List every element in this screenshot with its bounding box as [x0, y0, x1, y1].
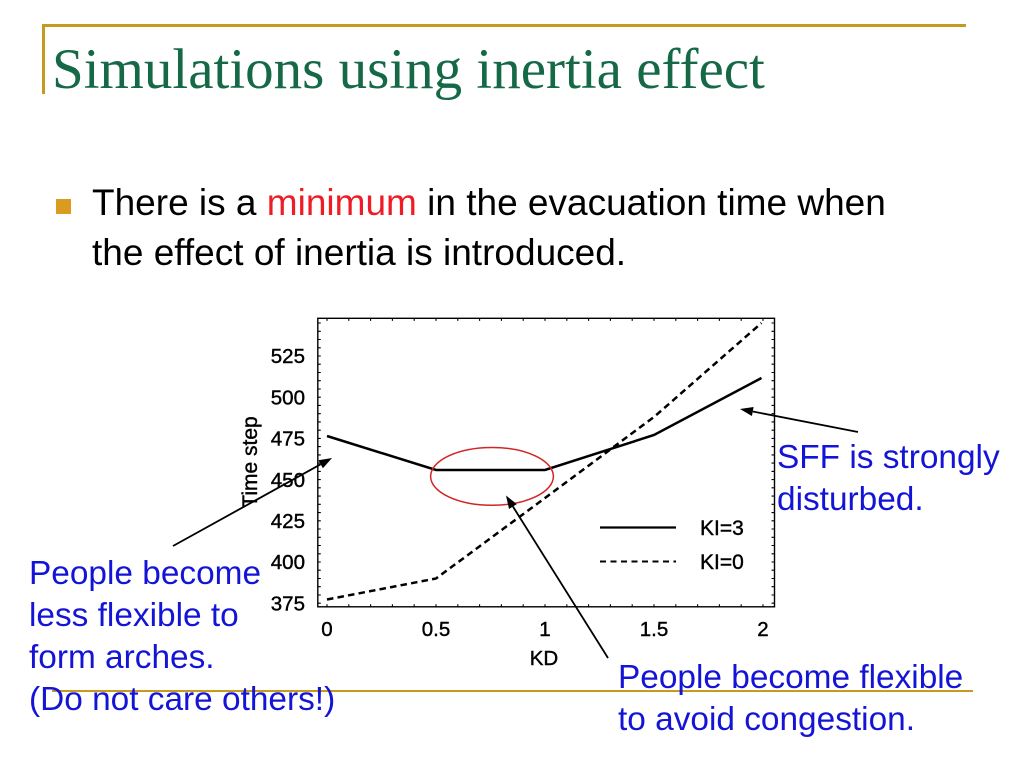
svg-text:525: 525 [271, 345, 305, 368]
svg-text:1.5: 1.5 [640, 618, 669, 641]
svg-text:KD: KD [530, 647, 558, 670]
svg-text:Time step: Time step [239, 416, 262, 507]
svg-text:KI=3: KI=3 [700, 517, 744, 540]
svg-text:375: 375 [271, 592, 305, 615]
svg-text:KI=0: KI=0 [700, 551, 744, 574]
svg-text:450: 450 [271, 469, 305, 492]
svg-text:500: 500 [271, 386, 305, 409]
svg-text:0.5: 0.5 [422, 618, 451, 641]
svg-text:475: 475 [271, 428, 305, 451]
svg-text:425: 425 [271, 510, 305, 533]
svg-text:0: 0 [321, 618, 332, 641]
svg-text:1: 1 [539, 618, 550, 641]
svg-text:2: 2 [757, 618, 768, 641]
svg-text:400: 400 [271, 551, 305, 574]
